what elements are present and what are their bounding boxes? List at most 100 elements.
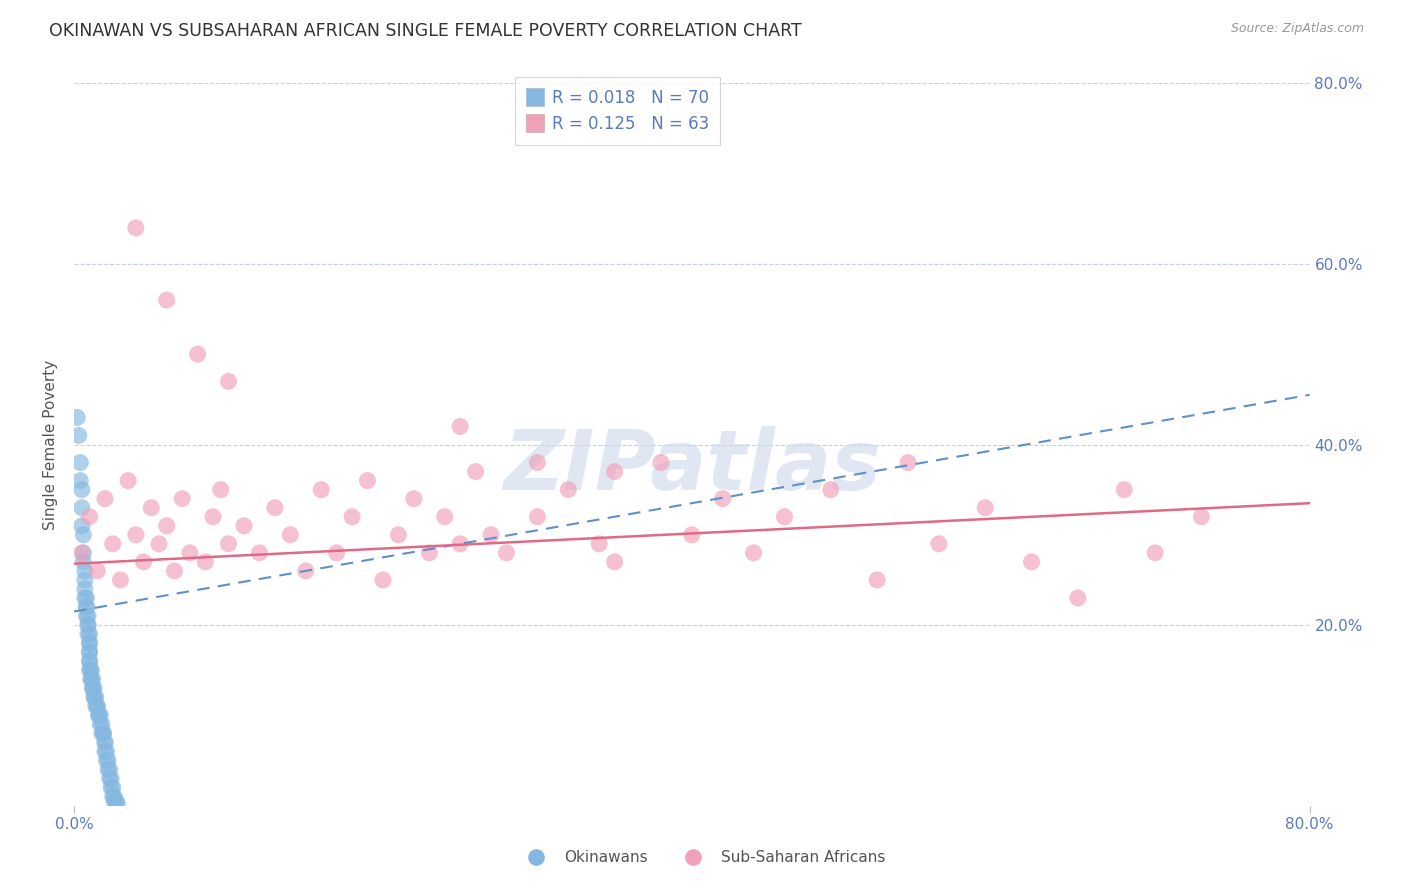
Point <box>820 483 842 497</box>
Point <box>79 654 101 668</box>
Point <box>101 780 124 795</box>
Point <box>371 573 394 587</box>
Point <box>80 663 103 677</box>
Point <box>72 555 94 569</box>
Point <box>90 726 112 740</box>
Point <box>69 474 91 488</box>
Point <box>449 419 471 434</box>
Point <box>79 627 101 641</box>
Point <box>557 483 579 497</box>
Point <box>110 573 132 587</box>
Point <box>194 555 217 569</box>
Point <box>86 699 108 714</box>
Point <box>90 717 112 731</box>
Point <box>125 528 148 542</box>
Point <box>104 796 127 810</box>
Point <box>103 789 125 804</box>
Point <box>83 681 105 696</box>
Point <box>101 789 124 804</box>
Point <box>1144 546 1167 560</box>
Point <box>77 627 100 641</box>
Point <box>84 699 107 714</box>
Text: OKINAWAN VS SUBSAHARAN AFRICAN SINGLE FEMALE POVERTY CORRELATION CHART: OKINAWAN VS SUBSAHARAN AFRICAN SINGLE FE… <box>49 22 801 40</box>
Point <box>86 699 108 714</box>
Point <box>70 546 93 560</box>
Point <box>73 591 96 605</box>
Point <box>681 528 703 542</box>
Point <box>218 374 240 388</box>
Point <box>103 794 125 808</box>
Point <box>650 456 672 470</box>
Text: Source: ZipAtlas.com: Source: ZipAtlas.com <box>1230 22 1364 36</box>
Point <box>70 500 93 515</box>
Point <box>87 708 110 723</box>
Point <box>97 754 120 768</box>
Point <box>79 654 101 668</box>
Point <box>80 663 103 677</box>
Point <box>94 735 117 749</box>
Point <box>340 509 363 524</box>
Point <box>588 537 610 551</box>
Point <box>773 509 796 524</box>
Point <box>86 564 108 578</box>
Point <box>148 537 170 551</box>
Point <box>603 555 626 569</box>
Point <box>83 690 105 705</box>
Point <box>866 573 889 587</box>
Point <box>187 347 209 361</box>
Point <box>433 509 456 524</box>
Point <box>526 509 548 524</box>
Point <box>72 528 94 542</box>
Point <box>73 582 96 596</box>
Point <box>163 564 186 578</box>
Point <box>89 708 111 723</box>
Point <box>209 483 232 497</box>
Point <box>117 474 139 488</box>
Point <box>356 474 378 488</box>
Point <box>82 681 104 696</box>
Point <box>79 645 101 659</box>
Point <box>1114 483 1136 497</box>
Point <box>294 564 316 578</box>
Point <box>278 528 301 542</box>
Point <box>70 518 93 533</box>
Point <box>82 672 104 686</box>
Point <box>449 537 471 551</box>
Point <box>77 618 100 632</box>
Point <box>94 735 117 749</box>
Point <box>156 518 179 533</box>
Point <box>80 672 103 686</box>
Point <box>100 780 122 795</box>
Point <box>141 500 163 515</box>
Point <box>125 220 148 235</box>
Point <box>1189 509 1212 524</box>
Point <box>75 591 97 605</box>
Point <box>479 528 502 542</box>
Point <box>928 537 950 551</box>
Point <box>79 645 101 659</box>
Point <box>132 555 155 569</box>
Point <box>974 500 997 515</box>
Point <box>711 491 734 506</box>
Point <box>96 754 118 768</box>
Point <box>418 546 440 560</box>
Point <box>93 726 115 740</box>
Point <box>218 537 240 551</box>
Point <box>101 537 124 551</box>
Point <box>172 491 194 506</box>
Point <box>75 599 97 614</box>
Point <box>75 609 97 624</box>
Point <box>66 410 89 425</box>
Point <box>96 744 118 758</box>
Point <box>93 726 115 740</box>
Point <box>247 546 270 560</box>
Point <box>98 772 121 786</box>
Point <box>69 456 91 470</box>
Point <box>179 546 201 560</box>
Point <box>82 681 104 696</box>
Point <box>1067 591 1090 605</box>
Point <box>80 672 103 686</box>
Point <box>87 708 110 723</box>
Y-axis label: Single Female Poverty: Single Female Poverty <box>44 359 58 530</box>
Point <box>79 636 101 650</box>
